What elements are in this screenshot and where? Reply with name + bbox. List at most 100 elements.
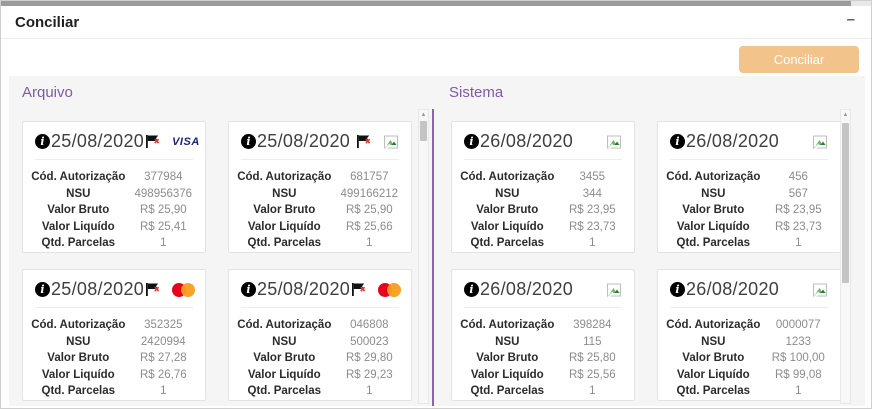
card-header-divider bbox=[670, 159, 828, 160]
info-icon[interactable] bbox=[35, 134, 50, 149]
info-icon[interactable] bbox=[464, 134, 479, 149]
sistema-scrollbar-thumb[interactable] bbox=[842, 123, 849, 283]
field-row-nsu: NSU 115 bbox=[458, 334, 628, 351]
field-value: R$ 23,95 bbox=[774, 204, 822, 216]
field-label: Valor Liquído bbox=[470, 220, 544, 233]
card-header: 26/08/2020 bbox=[658, 270, 840, 305]
field-value: 567 bbox=[788, 187, 808, 200]
card-icons bbox=[812, 134, 828, 150]
field-value: 344 bbox=[582, 187, 602, 200]
card-body: Cód. Autorização 456 NSU 567 Valor Bruto… bbox=[658, 160, 840, 252]
field-label: NSU bbox=[66, 335, 91, 348]
flag-icon bbox=[144, 282, 161, 297]
field-label: Valor Liquído bbox=[41, 220, 115, 233]
field-row-auth: Cód. Autorização 3455 bbox=[458, 169, 628, 186]
info-icon[interactable] bbox=[35, 282, 50, 297]
panel-divider bbox=[432, 109, 434, 406]
field-row-auth: Cód. Autorização 681757 bbox=[235, 169, 405, 186]
field-label: Qtd. Parcelas bbox=[470, 385, 545, 397]
field-label: Valor Bruto bbox=[682, 204, 745, 216]
field-label: Valor Liquído bbox=[247, 368, 321, 381]
sistema-cards: 26/08/2020 Cód. Autoriza bbox=[451, 121, 841, 401]
info-icon[interactable] bbox=[670, 282, 685, 297]
field-row-net: Valor Liquído R$ 25,56 bbox=[458, 367, 628, 384]
transaction-card[interactable]: 26/08/2020 Cód. Autoriza bbox=[657, 121, 841, 253]
arquivo-scrollbar-thumb[interactable] bbox=[420, 121, 427, 141]
card-header: 26/08/2020 bbox=[452, 270, 634, 305]
field-label: Qtd. Parcelas bbox=[247, 385, 322, 397]
info-icon[interactable] bbox=[241, 134, 256, 149]
field-value: 1 bbox=[589, 237, 596, 249]
card-icons bbox=[350, 282, 405, 298]
card-body: Cód. Autorização 377984 NSU 498956376 Va… bbox=[23, 160, 205, 252]
info-icon[interactable] bbox=[464, 282, 479, 297]
window-header: Conciliar – bbox=[1, 6, 871, 39]
field-label: Valor Bruto bbox=[47, 352, 110, 364]
field-row-net: Valor Liquído R$ 99,08 bbox=[664, 367, 834, 384]
field-row-net: Valor Liquído R$ 23,73 bbox=[664, 219, 834, 236]
transaction-card[interactable]: 25/08/2020 Cód. Autorização bbox=[228, 269, 412, 401]
field-value: 498956376 bbox=[134, 187, 193, 200]
field-value: R$ 29,23 bbox=[345, 368, 393, 381]
card-body: Cód. Autorização 398284 NSU 115 Valor Br… bbox=[452, 308, 634, 400]
transaction-card[interactable]: 26/08/2020 Cód. Autoriza bbox=[657, 269, 841, 401]
field-label: Valor Liquído bbox=[247, 220, 321, 233]
field-label: Cód. Autorização bbox=[460, 171, 555, 183]
card-body: Cód. Autorização 046808 NSU 500023 Valor… bbox=[229, 308, 411, 400]
transaction-card[interactable]: 25/08/2020 VISA Cód. Autorização 377984 bbox=[22, 121, 206, 253]
field-row-installments: Qtd. Parcelas 1 bbox=[29, 235, 199, 252]
field-row-installments: Qtd. Parcelas 1 bbox=[458, 235, 628, 252]
scroll-up-arrow[interactable]: ▲ bbox=[420, 112, 427, 118]
field-row-auth: Cód. Autorização 352325 bbox=[29, 317, 199, 334]
transaction-card[interactable]: 26/08/2020 Cód. Autoriza bbox=[451, 269, 635, 401]
broken-image-icon bbox=[606, 282, 622, 298]
card-header-divider bbox=[35, 159, 193, 160]
info-icon[interactable] bbox=[241, 282, 256, 297]
card-header-divider bbox=[241, 307, 399, 308]
field-label: NSU bbox=[701, 335, 726, 348]
field-value: R$ 23,73 bbox=[568, 220, 616, 233]
field-row-gross: Valor Bruto R$ 27,28 bbox=[29, 350, 199, 367]
field-row-auth: Cód. Autorização 377984 bbox=[29, 169, 199, 186]
field-value: R$ 99,08 bbox=[774, 368, 822, 381]
field-value: R$ 23,95 bbox=[568, 204, 616, 216]
field-label: Qtd. Parcelas bbox=[41, 385, 116, 397]
mastercard-logo bbox=[378, 282, 405, 298]
card-header: 25/08/2020 bbox=[229, 122, 411, 157]
field-row-net: Valor Liquído R$ 25,41 bbox=[29, 219, 199, 236]
arquivo-scrollbar[interactable]: ▲ bbox=[418, 109, 429, 404]
transaction-card[interactable]: 25/08/2020 Cód. Autorização bbox=[22, 269, 206, 401]
field-row-installments: Qtd. Parcelas 1 bbox=[235, 383, 405, 400]
page-title: Conciliar bbox=[15, 14, 80, 31]
transaction-card[interactable]: 25/08/2020 bbox=[228, 121, 412, 253]
field-row-gross: Valor Bruto R$ 100,00 bbox=[664, 350, 834, 367]
card-header-divider bbox=[670, 307, 828, 308]
field-label: NSU bbox=[495, 335, 520, 348]
transaction-card[interactable]: 26/08/2020 Cód. Autoriza bbox=[451, 121, 635, 253]
field-value: R$ 27,28 bbox=[139, 352, 187, 364]
field-value: 2420994 bbox=[140, 335, 186, 348]
info-icon[interactable] bbox=[670, 134, 685, 149]
card-body: Cód. Autorização 681757 NSU 499166212 Va… bbox=[229, 160, 411, 252]
collapse-button[interactable]: – bbox=[846, 11, 855, 28]
field-value: 377984 bbox=[144, 171, 183, 183]
broken-image-icon bbox=[812, 282, 828, 298]
sistema-scrollbar[interactable]: ▲ bbox=[840, 109, 851, 404]
field-value: 1 bbox=[160, 237, 167, 249]
content-area: Arquivo Sistema 25/08/2020 VISA bbox=[9, 76, 865, 406]
field-value: R$ 23,73 bbox=[774, 220, 822, 233]
card-body: Cód. Autorização 3455 NSU 344 Valor Brut… bbox=[452, 160, 634, 252]
flag-icon bbox=[350, 282, 367, 297]
horizontal-scrollbar-thumb[interactable] bbox=[1, 1, 851, 6]
field-row-auth: Cód. Autorização 398284 bbox=[458, 317, 628, 334]
field-value: 398284 bbox=[573, 319, 612, 331]
card-date: 25/08/2020 bbox=[51, 131, 145, 151]
field-value: R$ 25,90 bbox=[345, 204, 393, 216]
horizontal-scrollbar[interactable] bbox=[1, 1, 871, 6]
field-value: 456 bbox=[788, 171, 808, 183]
conciliar-button[interactable]: Conciliar bbox=[739, 46, 859, 73]
card-body: Cód. Autorização 352325 NSU 2420994 Valo… bbox=[23, 308, 205, 400]
field-label: Cód. Autorização bbox=[666, 319, 761, 331]
scroll-up-arrow[interactable]: ▲ bbox=[842, 112, 849, 118]
